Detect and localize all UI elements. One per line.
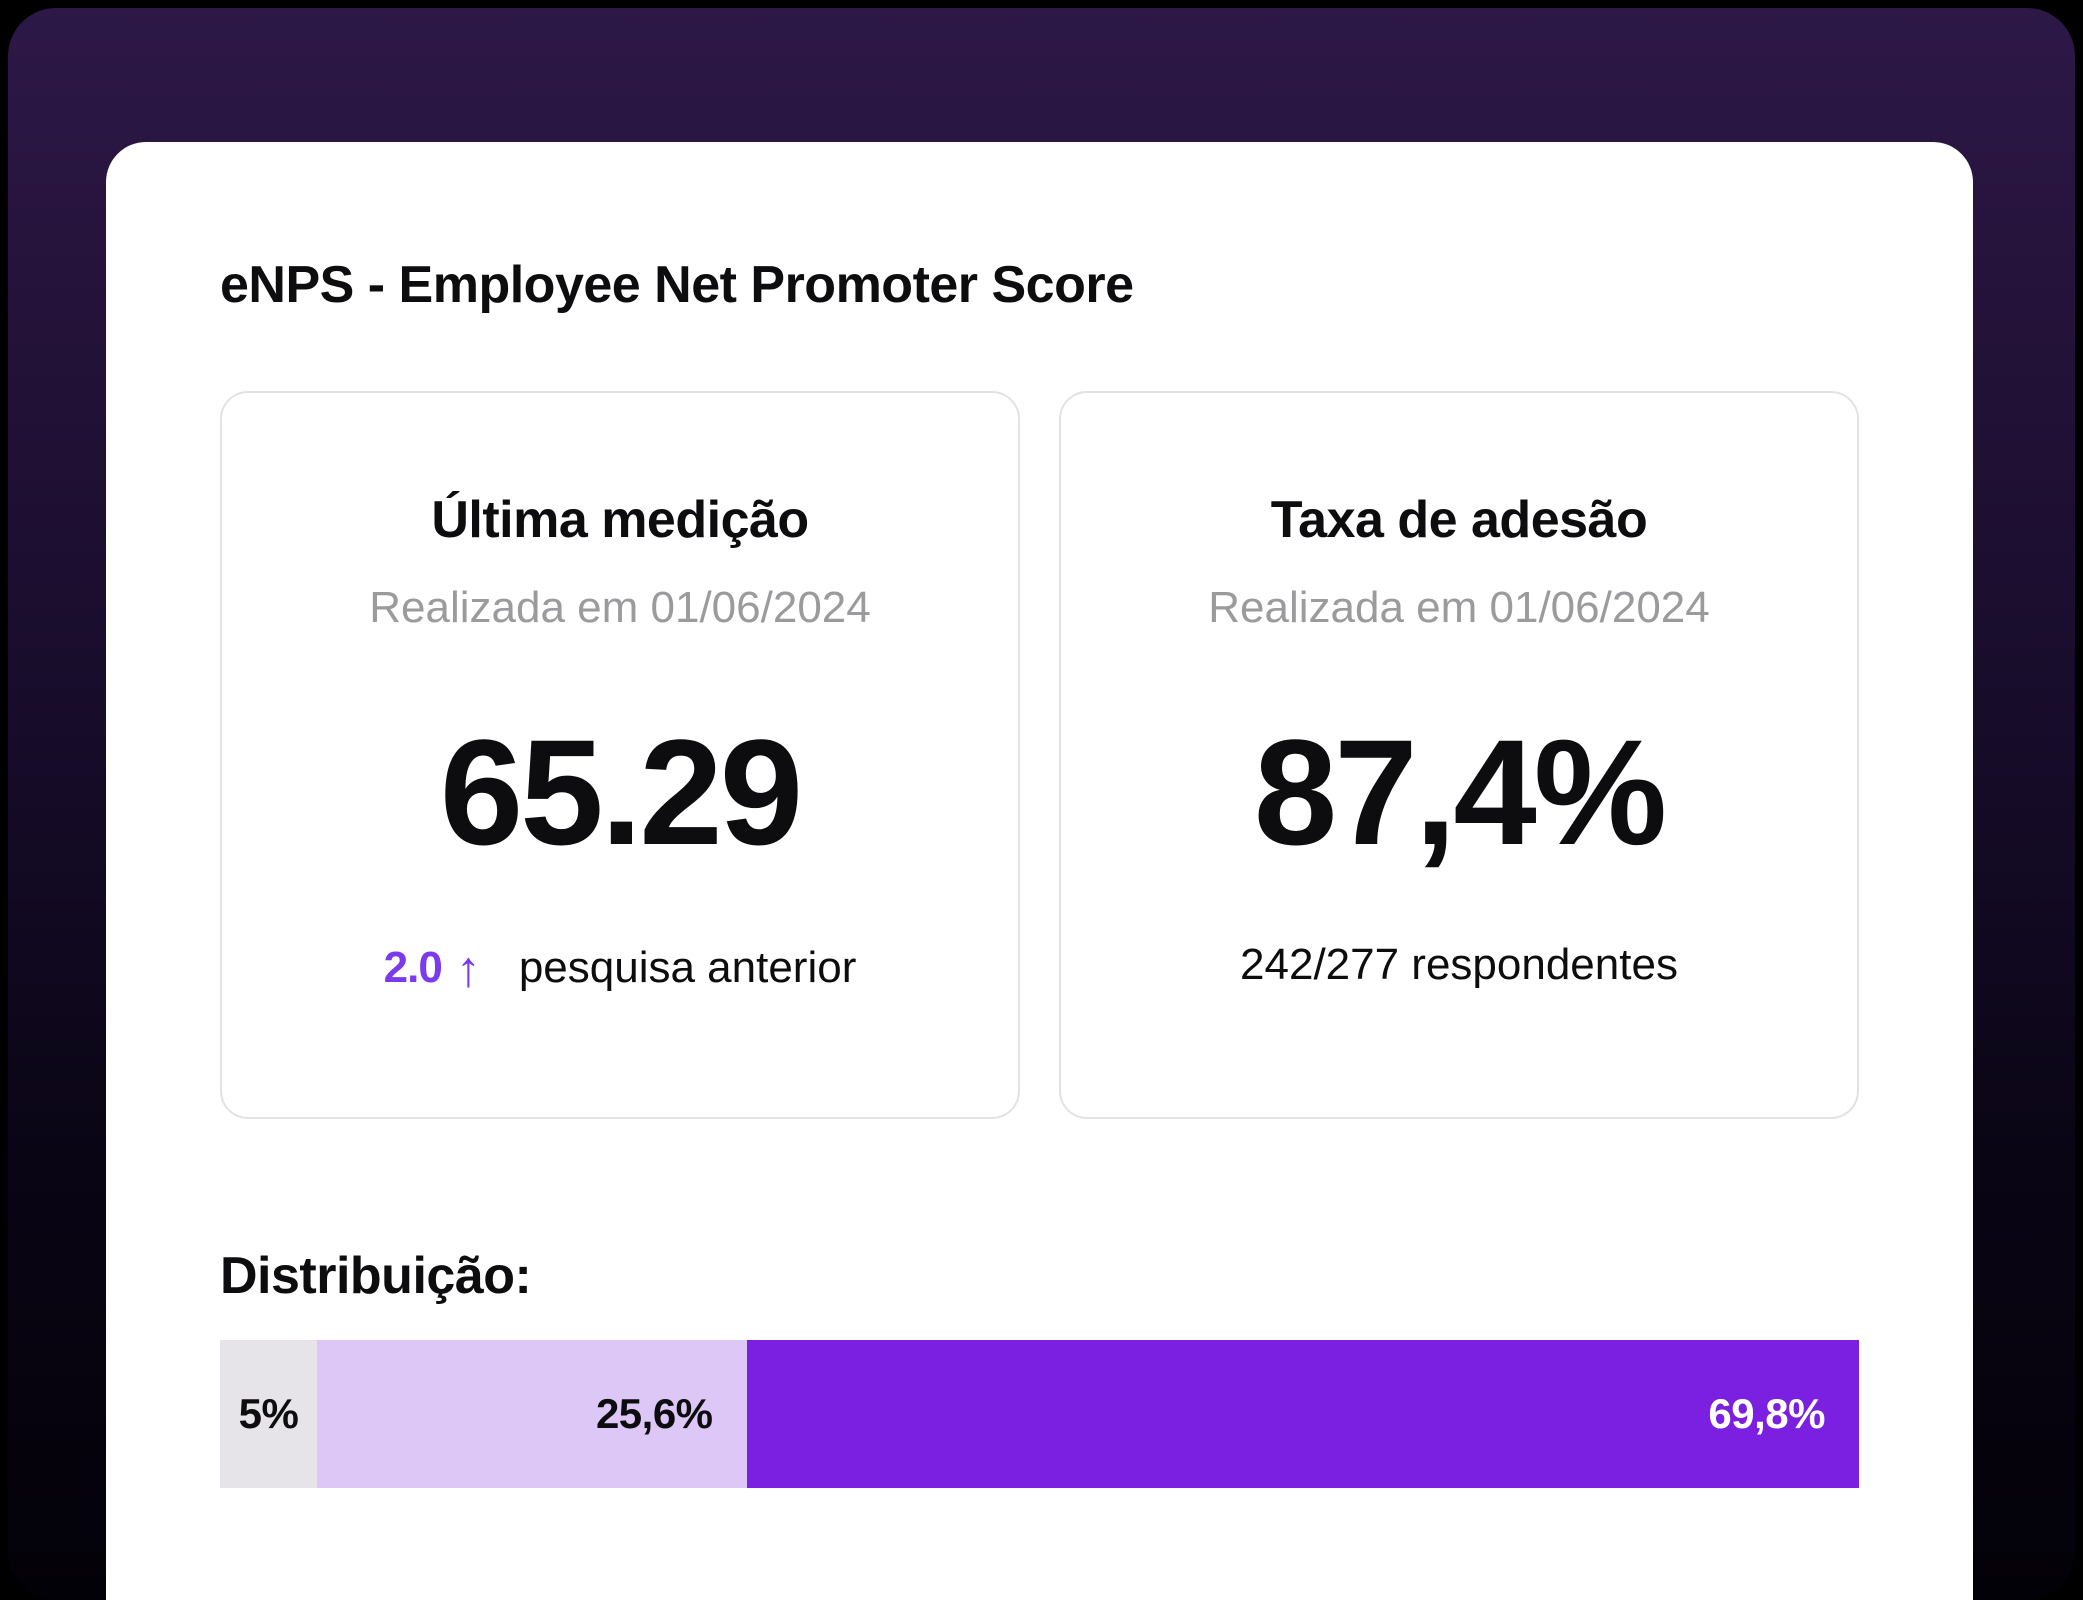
distribution-bar: 5% 25,6% 69,8% xyxy=(220,1339,1859,1488)
segment-label: 25,6% xyxy=(595,1389,713,1437)
card-title: Última medição xyxy=(431,491,809,550)
distribution-segment: 25,6% xyxy=(317,1339,747,1488)
last-measurement-card: Última medição Realizada em 01/06/2024 6… xyxy=(220,391,1020,1120)
distribution-segment: 69,8% xyxy=(746,1339,1859,1488)
adhesion-rate-card: Taxa de adesão Realizada em 01/06/2024 8… xyxy=(1059,391,1859,1120)
respondents-label: 242/277 respondentes xyxy=(1240,939,1678,989)
segment-label: 5% xyxy=(238,1389,299,1437)
delta-line: 2.0 ↑ pesquisa anterior xyxy=(384,939,857,999)
card-title: Taxa de adesão xyxy=(1270,491,1648,550)
arrow-up-icon: ↑ xyxy=(455,940,481,997)
segment-label: 69,8% xyxy=(1708,1389,1825,1437)
kpi-cards-row: Última medição Realizada em 01/06/2024 6… xyxy=(220,391,1859,1120)
delta-value: 2.0 xyxy=(383,943,443,993)
delta-label: pesquisa anterior xyxy=(518,943,857,993)
distribution-heading: Distribuição: xyxy=(220,1247,532,1306)
enps-score-value: 65.29 xyxy=(439,707,803,876)
card-subtitle: Realizada em 01/06/2024 xyxy=(369,582,871,632)
card-subtitle: Realizada em 01/06/2024 xyxy=(1208,582,1710,632)
respondents-line: 242/277 respondentes xyxy=(1240,939,1678,992)
distribution-segment: 5% xyxy=(220,1339,317,1488)
page-title: eNPS - Employee Net Promoter Score xyxy=(220,256,1134,314)
enps-dashboard-card: eNPS - Employee Net Promoter Score Últim… xyxy=(106,142,1973,1600)
adhesion-rate-value: 87,4% xyxy=(1253,707,1667,876)
